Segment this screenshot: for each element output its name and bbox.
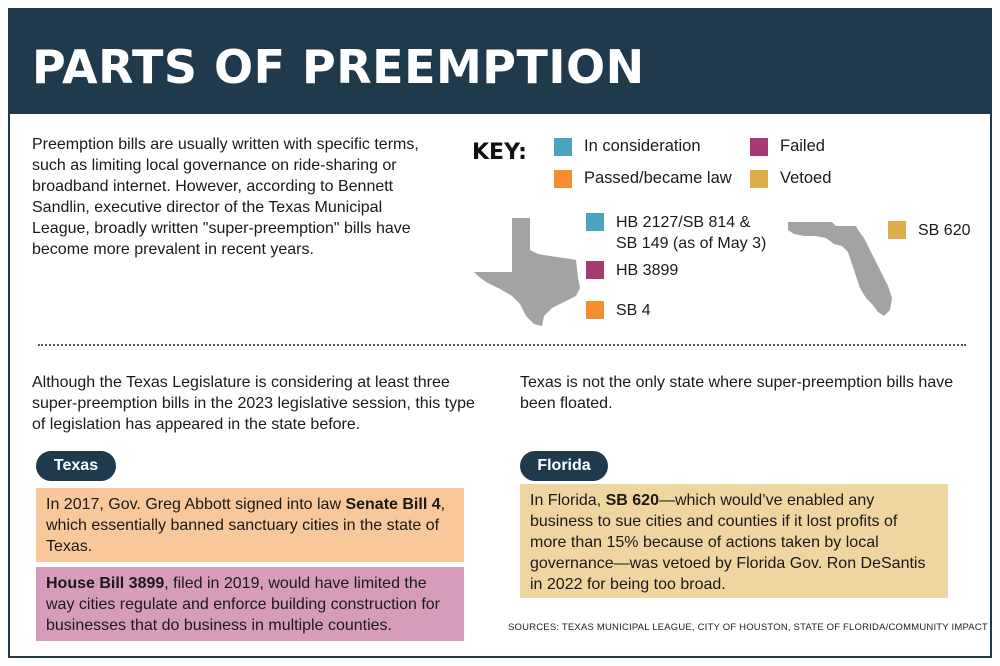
key-item-vetoed: Vetoed — [750, 169, 831, 188]
bill-label: HB 2127/SB 814 & SB 149 (as of May 3) — [616, 214, 767, 252]
key-item-in-consideration: In consideration — [554, 137, 701, 156]
swatch-in-consideration — [586, 213, 604, 231]
bill-label: SB 4 — [616, 302, 651, 319]
texas-label-pill: Texas — [36, 451, 116, 481]
texas-bill-hb3899: HB 3899 — [586, 260, 678, 281]
florida-label-pill: Florida — [520, 451, 608, 481]
florida-map-icon — [788, 222, 892, 316]
key-label: In consideration — [584, 137, 701, 155]
bill-label: SB 620 — [918, 222, 971, 239]
key-item-failed: Failed — [750, 137, 825, 156]
texas-map-icon — [474, 218, 580, 326]
texas-section-intro: Although the Texas Legislature is consid… — [32, 374, 475, 433]
infographic-frame: PARTS OF PREEMPTION Preemption bills are… — [8, 8, 992, 658]
florida-box-sb-620: In Florida, SB 620—which would’ve enable… — [520, 484, 948, 598]
key-item-passed: Passed/became law — [554, 169, 732, 188]
swatch-passed — [554, 169, 572, 188]
swatch-vetoed — [888, 221, 906, 239]
key-label: Failed — [780, 137, 825, 155]
intro-paragraph: Preemption bills are usually written wit… — [32, 136, 419, 258]
florida-bill-sb620: SB 620 — [888, 220, 970, 241]
dotted-divider — [38, 344, 966, 346]
key-label: Passed/became law — [584, 169, 732, 187]
swatch-vetoed — [750, 169, 768, 188]
title-banner: PARTS OF PREEMPTION — [10, 10, 990, 114]
texas-bill-hb2127: HB 2127/SB 814 & SB 149 (as of May 3) — [586, 212, 766, 254]
texas-bill-sb4: SB 4 — [586, 300, 651, 321]
florida-section-intro: Texas is not the only state where super-… — [520, 374, 954, 412]
texas-box-senate-bill-4: In 2017, Gov. Greg Abbott signed into la… — [36, 488, 464, 562]
swatch-passed — [586, 301, 604, 319]
texas-box-house-bill-3899: House Bill 3899, filed in 2019, would ha… — [36, 567, 464, 641]
key-title: KEY: — [472, 140, 527, 165]
swatch-failed — [750, 137, 768, 156]
page-title: PARTS OF PREEMPTION — [32, 40, 645, 94]
bill-label: HB 3899 — [616, 262, 679, 279]
swatch-failed — [586, 261, 604, 279]
sources-credit: SOURCES: TEXAS MUNICIPAL LEAGUE, CITY OF… — [508, 622, 988, 633]
key-label: Vetoed — [780, 169, 832, 187]
swatch-in-consideration — [554, 137, 572, 156]
